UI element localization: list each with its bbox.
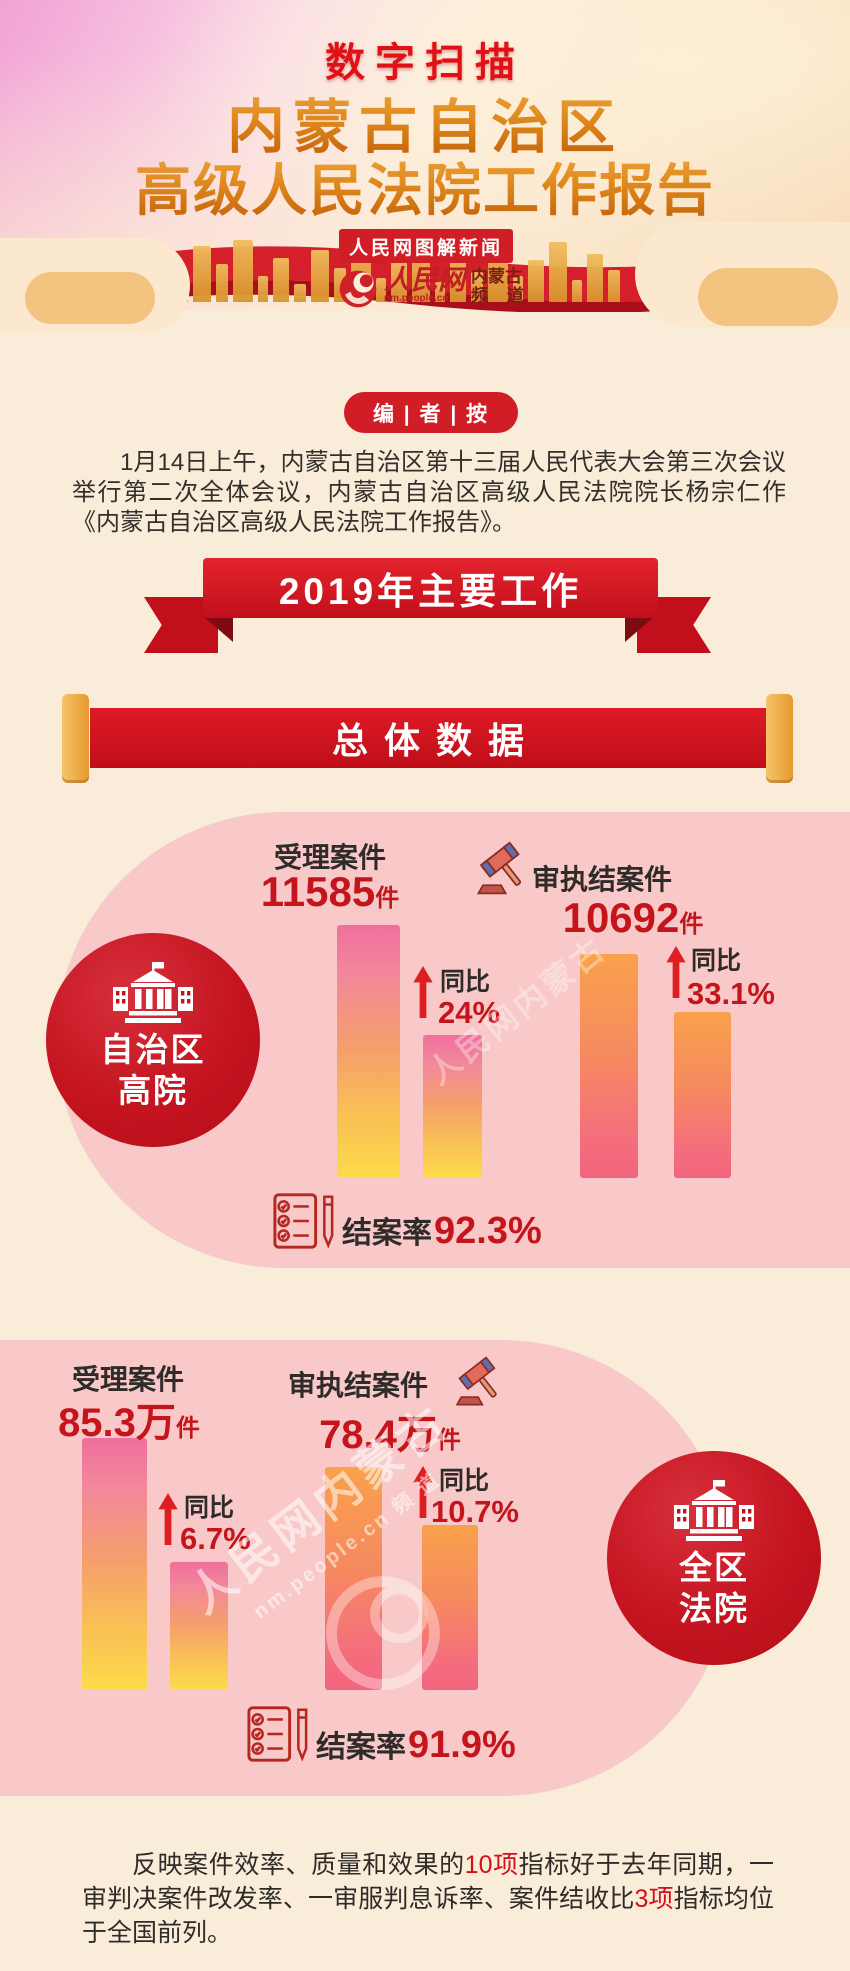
yoy1-value: 6.7% — [180, 1521, 251, 1556]
bar-accepted-previous — [170, 1562, 228, 1690]
courthouse-icon — [113, 962, 193, 1023]
bar-closed-previous — [422, 1525, 478, 1690]
closing-rate-row: 结案率 91.9% — [316, 1722, 516, 1767]
yoy1-label: 同比 — [184, 1494, 235, 1522]
yoy2-value: 10.7% — [431, 1494, 519, 1529]
region-courts-badge: 全区 法院 — [607, 1451, 821, 1665]
kicker-title: 数字扫描 — [325, 41, 525, 85]
badge-name-line1: 全区 — [679, 1549, 749, 1586]
badge-name-line1: 自治区 — [100, 1031, 206, 1068]
source-banner: 人民网图解新闻 — [339, 229, 513, 263]
yoy2-label: 同比 — [691, 947, 742, 975]
metric1-value: 85.3万件 — [58, 1401, 200, 1445]
closing-rate-label: 结案率 — [316, 1731, 406, 1764]
metric1-value: 11585件 — [260, 868, 400, 915]
metric2-value: 78.4万件 — [319, 1413, 461, 1457]
metric2-value: 10692件 — [562, 894, 704, 941]
scroll-banner-title: 总体数据 — [90, 708, 766, 768]
yoy1-value: 24% — [438, 995, 501, 1030]
bar-accepted-current — [337, 925, 400, 1178]
highlight-count: 3项 — [634, 1885, 674, 1913]
cloud-decoration — [25, 272, 155, 324]
section-ribbon-title: 2019年主要工作 — [203, 558, 658, 618]
metric2-label: 审执结案件 — [288, 1370, 429, 1401]
up-arrow-icon — [413, 1466, 433, 1518]
yoy2-label: 同比 — [439, 1467, 490, 1495]
bar-closed-current — [580, 954, 638, 1178]
cloud-decoration — [698, 268, 838, 326]
logo-region: 内蒙古 — [471, 267, 522, 286]
closing-rate-label: 结案率 — [342, 1217, 432, 1250]
people-cn-logo: 人民网 nm.people.cn 内蒙古 频 道 — [336, 267, 531, 311]
high-court-badge: 自治区 高院 — [46, 933, 260, 1147]
metric2-label: 审执结案件 — [532, 864, 673, 895]
checklist-pen-icon — [247, 1706, 308, 1762]
highlight-count: 10项 — [464, 1851, 519, 1879]
yoy1-label: 同比 — [440, 968, 491, 996]
people-cn-swirl-icon — [339, 270, 377, 308]
up-arrow-icon — [413, 966, 433, 1018]
scroll-rod-right — [766, 694, 793, 783]
bar-accepted-previous — [423, 1035, 482, 1178]
editor-note-paragraph: 1月14日上午，内蒙古自治区第十三届人民代表大会第三次会议举行第二次全体会议，内… — [72, 449, 786, 536]
up-arrow-icon — [666, 946, 686, 998]
up-arrow-icon — [158, 1493, 178, 1545]
metric1-label: 受理案件 — [273, 842, 386, 873]
checklist-pen-icon — [273, 1193, 334, 1249]
gavel-icon — [476, 841, 522, 895]
bar-closed-current — [325, 1467, 382, 1690]
badge-name-line2: 高院 — [118, 1072, 188, 1109]
watermark-swirl-icon — [326, 1576, 440, 1690]
gavel-icon — [455, 1356, 497, 1406]
header-banner: 数字扫描 内蒙古自治区 高级人民法院工作报告 人民网图解新闻 人民网 nm.pe… — [0, 0, 850, 333]
logo-channel: 频 道 — [471, 286, 531, 305]
footer-summary-paragraph: 反映案件效率、质量和效果的10项指标好于去年同期，一审判决案件改发率、一审服判息… — [82, 1851, 774, 1947]
badge-name-line2: 法院 — [679, 1590, 749, 1627]
bar-closed-previous — [674, 1012, 731, 1178]
logo-brand: 人民网 — [384, 265, 465, 295]
main-title-line1: 内蒙古自治区 — [0, 80, 850, 164]
closing-rate-value: 92.3% — [434, 1210, 542, 1252]
closing-rate-value: 91.9% — [408, 1724, 516, 1766]
scroll-rod-left — [62, 694, 89, 783]
yoy2-value: 33.1% — [687, 976, 775, 1011]
closing-rate-row: 结案率 92.3% — [342, 1208, 542, 1253]
logo-site: nm.people.cn — [384, 293, 449, 304]
courthouse-icon — [674, 1480, 754, 1541]
editor-note-badge: 编 | 者 | 按 — [344, 392, 518, 433]
main-title-line2: 高级人民法院工作报告 — [0, 146, 850, 227]
metric1-label: 受理案件 — [71, 1364, 184, 1395]
bar-accepted-current — [82, 1438, 147, 1690]
